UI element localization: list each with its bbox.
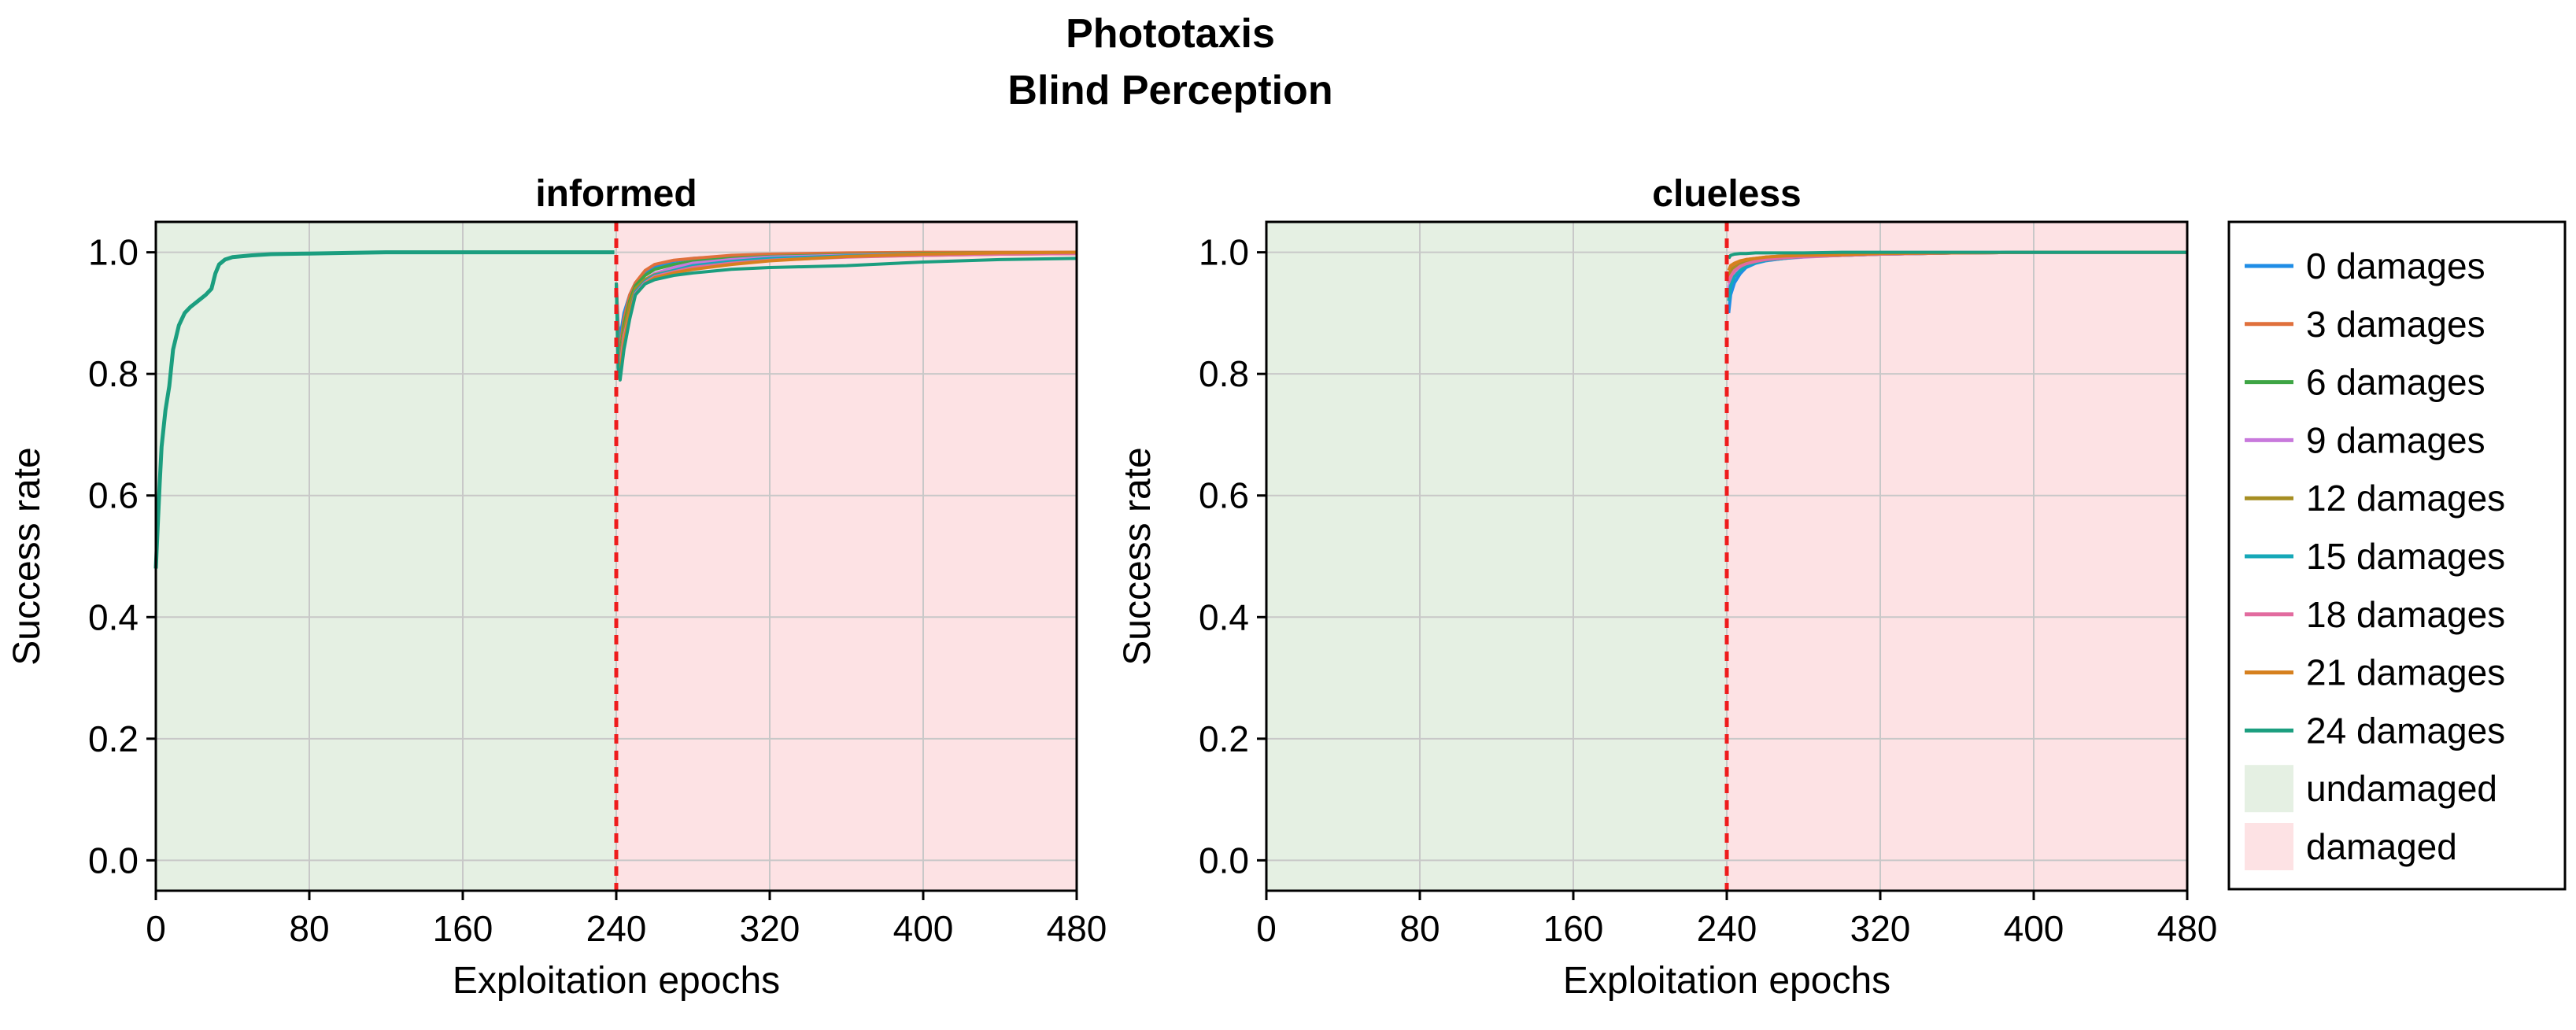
x-tick-label: 400 [2004,908,2064,949]
legend-item: 3 damages [2245,304,2485,345]
legend-item: undamaged [2245,765,2497,813]
legend-item: 12 damages [2245,478,2505,519]
y-tick-label: 0.6 [1199,475,1249,516]
legend-label: 15 damages [2306,536,2505,577]
region-damaged [1727,222,2187,891]
y-tick-label: 0.6 [88,475,139,516]
x-tick-label: 0 [146,908,166,949]
legend-label: 0 damages [2306,246,2485,286]
x-tick-label: 480 [1047,908,1107,949]
y-tick-label: 0.4 [88,596,139,637]
y-tick-label: 0.8 [88,353,139,394]
legend-item: 9 damages [2245,419,2485,460]
x-axis-label: Exploitation epochs [453,960,780,1002]
legend-item: damaged [2245,823,2457,870]
legend-label: 18 damages [2306,594,2505,635]
series-line-24-damages [615,257,1077,382]
panel-title: informed [535,173,697,215]
x-tick-label: 480 [2157,908,2218,949]
legend-label: 6 damages [2306,362,2485,403]
legend-item: 0 damages [2245,246,2485,286]
legend-item: 24 damages [2245,710,2505,751]
legend-label: 9 damages [2306,419,2485,460]
legend-item: 18 damages [2245,594,2505,635]
y-tick-label: 0.2 [1199,718,1249,759]
y-tick-label: 0.0 [1199,840,1249,880]
region-damaged [616,222,1077,891]
legend-label: 21 damages [2306,652,2505,693]
panel-informed: 0 80 160 240 320 400 480 0.0 0.2 0.4 0.6 0.8 1.0 info… [6,173,1107,1002]
region-undamaged [156,222,616,891]
x-tick-label: 80 [289,908,329,949]
legend-label: 12 damages [2306,478,2505,519]
panel-title: clueless [1652,173,1801,215]
legend-label: undamaged [2306,768,2497,809]
legend-item: 21 damages [2245,652,2505,693]
x-tick-label: 320 [1850,908,1911,949]
y-tick-label: 0.8 [1199,353,1249,394]
x-tick-label: 320 [740,908,800,949]
x-tick-label: 0 [1256,908,1277,949]
x-tick-label: 400 [893,908,954,949]
y-tick-label: 1.0 [88,232,139,273]
series-line-pre-damage [153,250,615,569]
y-axis-label: Success rate [1117,447,1159,665]
legend: 0 damages 3 damages 6 damages 9 damages 12 d… [2227,220,2567,891]
y-tick-label: 0.2 [88,718,139,759]
legend-label: 24 damages [2306,710,2505,751]
y-axis-label: Success rate [6,447,48,665]
y-tick-label: 1.0 [1199,232,1249,273]
x-tick-label: 240 [586,908,647,949]
legend-swatch-patch [2245,765,2293,813]
y-tick-label: 0.0 [88,840,139,880]
legend-swatch-patch [2245,823,2293,870]
legend-item: 15 damages [2245,536,2505,577]
x-tick-label: 160 [433,908,493,949]
legend-label: 3 damages [2306,304,2485,345]
region-undamaged [1266,222,1727,891]
figure-title-line2: Blind Perception [1007,68,1332,113]
legend-label: damaged [2306,826,2457,867]
figure-title-line1: Phototaxis [1066,11,1275,57]
y-tick-label: 0.4 [1199,596,1249,637]
x-tick-label: 240 [1697,908,1757,949]
panel-clueless: 0 80 160 240 320 400 480 0.0 0.2 0.4 0.6 0.8 1.0 clue… [1117,173,2217,1002]
x-axis-label: Exploitation epochs [1563,960,1890,1002]
x-tick-label: 80 [1399,908,1440,949]
series-line-24-damages [1727,250,2187,260]
legend-item: 6 damages [2245,362,2485,403]
x-tick-label: 160 [1543,908,1604,949]
